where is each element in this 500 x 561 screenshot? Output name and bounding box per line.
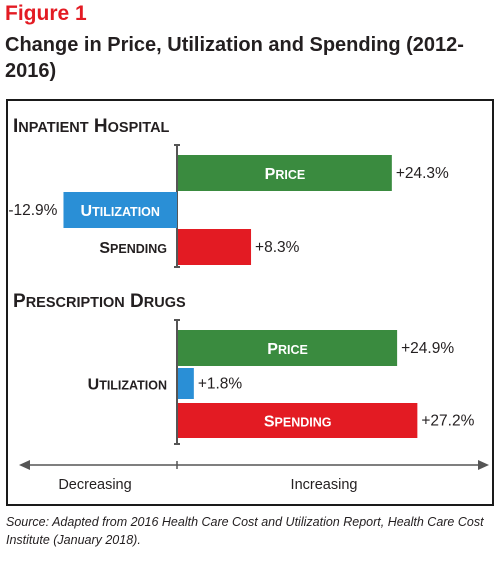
bar-label-inpatient-spending: SPENDING xyxy=(99,240,167,257)
value-label-inpatient-utilization: -12.9% xyxy=(8,202,57,219)
value-label-inpatient-price: +24.3% xyxy=(396,165,449,182)
figure-label: Figure 1 xyxy=(5,2,87,25)
bar-prescription-utilization xyxy=(178,368,194,399)
source-note: Source: Adapted from 2016 Health Care Co… xyxy=(6,513,494,549)
arrow-left-icon xyxy=(19,460,30,470)
bar-inpatient-spending xyxy=(178,229,252,265)
decreasing-label: Decreasing xyxy=(58,477,131,493)
bar-inpatient-utilization xyxy=(63,192,178,228)
chart-panel xyxy=(6,99,494,506)
section-title-prescription: PRESCRIPTION DRUGS xyxy=(13,291,186,312)
value-label-prescription-price: +24.9% xyxy=(401,340,454,357)
bar-prescription-price xyxy=(178,330,398,366)
source-publication: Health Care Cost Institute xyxy=(6,515,484,547)
bar-label-prescription-price: PRICE xyxy=(267,341,308,358)
bar-label-inpatient-utilization: UTILIZATION xyxy=(81,203,160,220)
source-suffix: (January 2018). xyxy=(49,533,141,547)
value-label-prescription-spending: +27.2% xyxy=(421,413,474,430)
chart-svg: INPATIENT HOSPITAL PRICE +24.3% UTILIZATION… xyxy=(8,116,489,493)
chart-title: Change in Price, Utilization and Spendin… xyxy=(5,34,464,82)
bar-prescription-spending xyxy=(178,403,418,438)
bar-label-prescription-utilization: UTILIZATION xyxy=(88,377,167,394)
section-title-inpatient: INPATIENT HOSPITAL xyxy=(13,116,170,137)
arrow-right-icon xyxy=(478,460,489,470)
source-prefix: Source: Adapted from 2016 Health Care Co… xyxy=(6,515,388,529)
value-label-inpatient-spending: +8.3% xyxy=(255,239,300,256)
increasing-label: Increasing xyxy=(291,477,358,493)
bar-inpatient-price xyxy=(178,155,392,191)
bar-label-prescription-spending: SPENDING xyxy=(264,414,332,431)
bar-label-inpatient-price: PRICE xyxy=(265,166,306,183)
value-label-prescription-utilization: +1.8% xyxy=(198,376,243,393)
